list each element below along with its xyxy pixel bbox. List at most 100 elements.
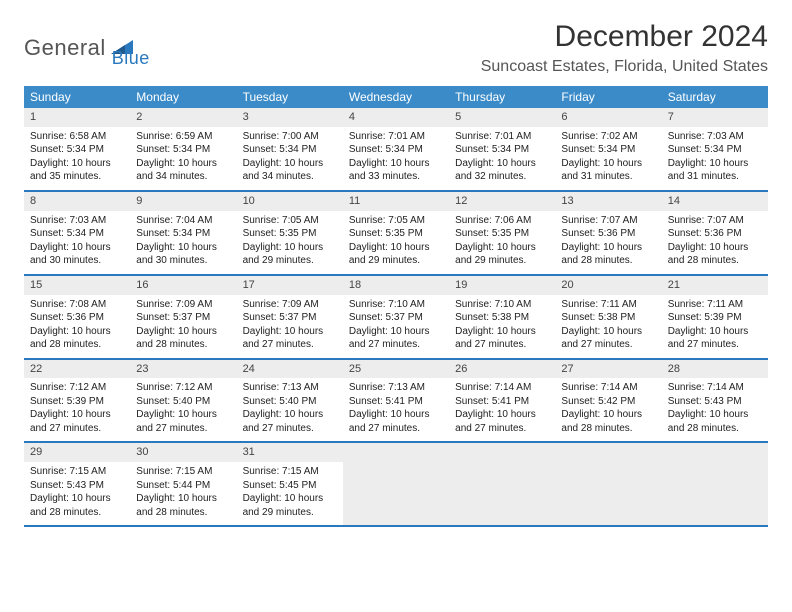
calendar-day-cell: 21Sunrise: 7:11 AMSunset: 5:39 PMDayligh… <box>662 276 768 358</box>
sunset-text: Sunset: 5:34 PM <box>455 143 549 157</box>
calendar-day-cell: 17Sunrise: 7:09 AMSunset: 5:37 PMDayligh… <box>237 276 343 358</box>
calendar-day-cell: 4Sunrise: 7:01 AMSunset: 5:34 PMDaylight… <box>343 108 449 190</box>
day-number: 25 <box>343 360 449 379</box>
sunset-text: Sunset: 5:35 PM <box>455 227 549 241</box>
daylight-text: Daylight: 10 hours and 32 minutes. <box>455 157 549 184</box>
calendar-empty-cell <box>555 443 661 525</box>
calendar-day-cell: 29Sunrise: 7:15 AMSunset: 5:43 PMDayligh… <box>24 443 130 525</box>
daylight-text: Daylight: 10 hours and 35 minutes. <box>30 157 124 184</box>
daylight-text: Daylight: 10 hours and 30 minutes. <box>30 241 124 268</box>
sunrise-text: Sunrise: 7:15 AM <box>136 465 230 479</box>
sunrise-text: Sunrise: 7:06 AM <box>455 214 549 228</box>
sunset-text: Sunset: 5:41 PM <box>455 395 549 409</box>
daylight-text: Daylight: 10 hours and 27 minutes. <box>349 325 443 352</box>
day-details: Sunrise: 7:15 AMSunset: 5:44 PMDaylight:… <box>130 462 236 525</box>
sunrise-text: Sunrise: 7:02 AM <box>561 130 655 144</box>
sunset-text: Sunset: 5:37 PM <box>243 311 337 325</box>
weekday-sun: Sunday <box>24 86 130 108</box>
sunset-text: Sunset: 5:34 PM <box>136 143 230 157</box>
sunset-text: Sunset: 5:45 PM <box>243 479 337 493</box>
day-number: 6 <box>555 108 661 127</box>
sunrise-text: Sunrise: 7:11 AM <box>668 298 762 312</box>
sunset-text: Sunset: 5:40 PM <box>136 395 230 409</box>
calendar-day-cell: 14Sunrise: 7:07 AMSunset: 5:36 PMDayligh… <box>662 192 768 274</box>
day-details: Sunrise: 7:10 AMSunset: 5:38 PMDaylight:… <box>449 295 555 358</box>
day-details: Sunrise: 7:02 AMSunset: 5:34 PMDaylight:… <box>555 127 661 190</box>
sunrise-text: Sunrise: 7:14 AM <box>561 381 655 395</box>
daylight-text: Daylight: 10 hours and 27 minutes. <box>136 408 230 435</box>
sunset-text: Sunset: 5:35 PM <box>349 227 443 241</box>
calendar-page: General Blue December 2024 Suncoast Esta… <box>0 0 792 547</box>
calendar-day-cell: 30Sunrise: 7:15 AMSunset: 5:44 PMDayligh… <box>130 443 236 525</box>
calendar-day-cell: 15Sunrise: 7:08 AMSunset: 5:36 PMDayligh… <box>24 276 130 358</box>
day-number: 16 <box>130 276 236 295</box>
day-number: 1 <box>24 108 130 127</box>
daylight-text: Daylight: 10 hours and 28 minutes. <box>561 241 655 268</box>
calendar-day-cell: 7Sunrise: 7:03 AMSunset: 5:34 PMDaylight… <box>662 108 768 190</box>
calendar-day-cell: 28Sunrise: 7:14 AMSunset: 5:43 PMDayligh… <box>662 360 768 442</box>
day-details: Sunrise: 7:07 AMSunset: 5:36 PMDaylight:… <box>662 211 768 274</box>
daylight-text: Daylight: 10 hours and 27 minutes. <box>349 408 443 435</box>
sunrise-text: Sunrise: 7:11 AM <box>561 298 655 312</box>
day-number: 4 <box>343 108 449 127</box>
day-details: Sunrise: 6:59 AMSunset: 5:34 PMDaylight:… <box>130 127 236 190</box>
daylight-text: Daylight: 10 hours and 27 minutes. <box>243 408 337 435</box>
day-details: Sunrise: 7:05 AMSunset: 5:35 PMDaylight:… <box>343 211 449 274</box>
sunset-text: Sunset: 5:34 PM <box>30 143 124 157</box>
day-number: 5 <box>449 108 555 127</box>
weeks-container: 1Sunrise: 6:58 AMSunset: 5:34 PMDaylight… <box>24 108 768 527</box>
calendar-day-cell: 18Sunrise: 7:10 AMSunset: 5:37 PMDayligh… <box>343 276 449 358</box>
day-details: Sunrise: 7:13 AMSunset: 5:40 PMDaylight:… <box>237 378 343 441</box>
daylight-text: Daylight: 10 hours and 28 minutes. <box>561 408 655 435</box>
sunrise-text: Sunrise: 6:59 AM <box>136 130 230 144</box>
sunrise-text: Sunrise: 6:58 AM <box>30 130 124 144</box>
daylight-text: Daylight: 10 hours and 34 minutes. <box>243 157 337 184</box>
day-details: Sunrise: 7:10 AMSunset: 5:37 PMDaylight:… <box>343 295 449 358</box>
day-details: Sunrise: 7:15 AMSunset: 5:43 PMDaylight:… <box>24 462 130 525</box>
weekday-thu: Thursday <box>449 86 555 108</box>
day-details: Sunrise: 7:04 AMSunset: 5:34 PMDaylight:… <box>130 211 236 274</box>
sunset-text: Sunset: 5:34 PM <box>561 143 655 157</box>
day-number: 26 <box>449 360 555 379</box>
sunset-text: Sunset: 5:43 PM <box>668 395 762 409</box>
calendar-grid: Sunday Monday Tuesday Wednesday Thursday… <box>24 86 768 527</box>
sunrise-text: Sunrise: 7:13 AM <box>243 381 337 395</box>
day-number: 14 <box>662 192 768 211</box>
sunrise-text: Sunrise: 7:10 AM <box>349 298 443 312</box>
day-details: Sunrise: 7:09 AMSunset: 5:37 PMDaylight:… <box>237 295 343 358</box>
sunrise-text: Sunrise: 7:10 AM <box>455 298 549 312</box>
daylight-text: Daylight: 10 hours and 27 minutes. <box>243 325 337 352</box>
sunset-text: Sunset: 5:34 PM <box>349 143 443 157</box>
daylight-text: Daylight: 10 hours and 28 minutes. <box>30 325 124 352</box>
daylight-text: Daylight: 10 hours and 28 minutes. <box>30 492 124 519</box>
day-details: Sunrise: 7:11 AMSunset: 5:38 PMDaylight:… <box>555 295 661 358</box>
sunrise-text: Sunrise: 7:00 AM <box>243 130 337 144</box>
sunset-text: Sunset: 5:37 PM <box>349 311 443 325</box>
day-details: Sunrise: 7:12 AMSunset: 5:39 PMDaylight:… <box>24 378 130 441</box>
calendar-day-cell: 6Sunrise: 7:02 AMSunset: 5:34 PMDaylight… <box>555 108 661 190</box>
day-number: 19 <box>449 276 555 295</box>
sunrise-text: Sunrise: 7:07 AM <box>668 214 762 228</box>
day-details: Sunrise: 7:14 AMSunset: 5:41 PMDaylight:… <box>449 378 555 441</box>
daylight-text: Daylight: 10 hours and 28 minutes. <box>668 241 762 268</box>
daylight-text: Daylight: 10 hours and 34 minutes. <box>136 157 230 184</box>
day-details: Sunrise: 7:01 AMSunset: 5:34 PMDaylight:… <box>343 127 449 190</box>
day-number: 28 <box>662 360 768 379</box>
daylight-text: Daylight: 10 hours and 27 minutes. <box>455 325 549 352</box>
title-block: December 2024 Suncoast Estates, Florida,… <box>481 20 768 76</box>
sunset-text: Sunset: 5:36 PM <box>561 227 655 241</box>
day-number: 3 <box>237 108 343 127</box>
calendar-day-cell: 27Sunrise: 7:14 AMSunset: 5:42 PMDayligh… <box>555 360 661 442</box>
calendar-week-row: 22Sunrise: 7:12 AMSunset: 5:39 PMDayligh… <box>24 358 768 442</box>
daylight-text: Daylight: 10 hours and 29 minutes. <box>243 241 337 268</box>
sunrise-text: Sunrise: 7:04 AM <box>136 214 230 228</box>
sunrise-text: Sunrise: 7:12 AM <box>136 381 230 395</box>
day-number: 9 <box>130 192 236 211</box>
daylight-text: Daylight: 10 hours and 31 minutes. <box>668 157 762 184</box>
logo-part2: Blue <box>112 48 150 69</box>
sunset-text: Sunset: 5:34 PM <box>136 227 230 241</box>
sunset-text: Sunset: 5:42 PM <box>561 395 655 409</box>
daylight-text: Daylight: 10 hours and 30 minutes. <box>136 241 230 268</box>
sunset-text: Sunset: 5:44 PM <box>136 479 230 493</box>
calendar-day-cell: 10Sunrise: 7:05 AMSunset: 5:35 PMDayligh… <box>237 192 343 274</box>
